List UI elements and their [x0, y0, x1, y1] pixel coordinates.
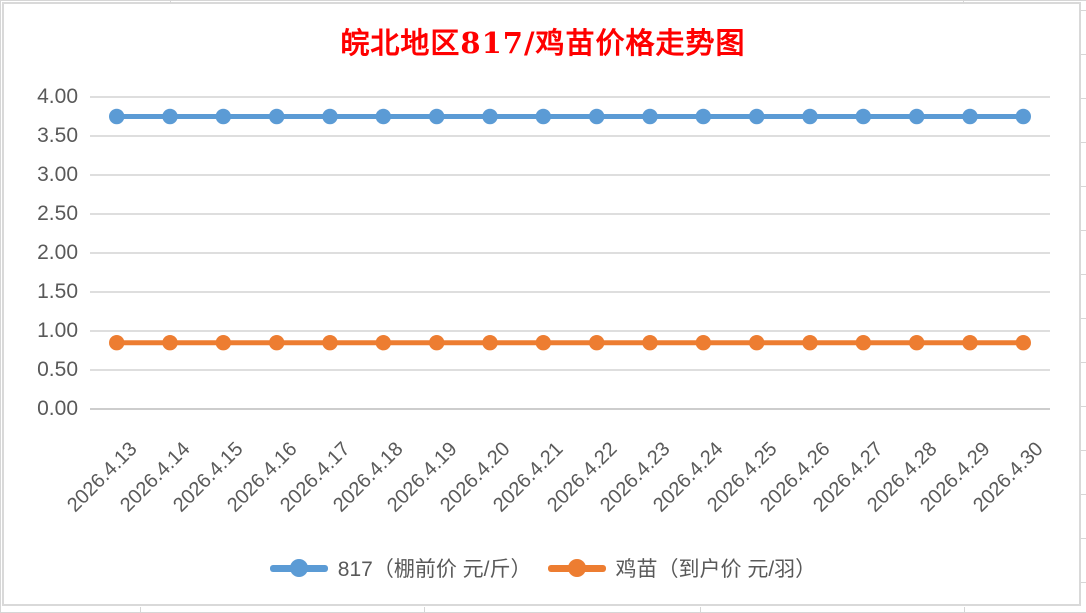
legend-marker-icon: [289, 559, 308, 577]
spreadsheet-gridline: [170, 0, 171, 3]
spreadsheet-gridline: [140, 607, 141, 613]
spreadsheet-gridline: [963, 0, 964, 3]
y-axis-tick-label: 0.50: [37, 358, 78, 381]
data-point-marker: [695, 335, 711, 351]
y-axis-tick-label: 1.50: [37, 280, 78, 303]
data-point-marker: [215, 335, 231, 351]
data-point-marker: [695, 108, 711, 125]
data-point-marker: [535, 108, 551, 125]
data-point-marker: [1015, 108, 1031, 125]
data-point-marker: [269, 335, 285, 351]
data-point-marker: [375, 108, 391, 125]
legend-marker-icon: [567, 559, 586, 577]
data-point-marker: [642, 108, 658, 125]
data-point-marker: [962, 108, 978, 125]
data-point-marker: [589, 108, 605, 125]
spreadsheet-gridline: [1081, 494, 1086, 495]
spreadsheet-gridline: [0, 0, 1086, 1]
legend-item-817: 817（棚前价 元/斤）: [269, 553, 532, 583]
data-point-marker: [802, 335, 818, 351]
chart-title: 皖北地区817/鸡苗价格走势图: [340, 26, 746, 60]
data-point-marker: [162, 108, 178, 125]
legend-label-jimiao: 鸡苗（到户价 元/羽）: [615, 558, 817, 581]
data-point-marker: [215, 108, 231, 125]
spreadsheet-gridline: [1081, 274, 1086, 275]
spreadsheet-gridline: [1081, 186, 1086, 187]
data-point-marker: [429, 335, 445, 351]
y-axis-tick-label: 2.00: [37, 241, 78, 264]
data-point-marker: [429, 108, 445, 125]
data-point-marker: [322, 108, 338, 125]
legend-line-sample-jimiao: [547, 559, 606, 577]
data-point-marker: [482, 335, 498, 351]
y-axis-tick-label: 2.50: [37, 202, 78, 225]
data-point-marker: [269, 108, 285, 125]
spreadsheet-gridline: [424, 607, 425, 613]
data-point-marker: [749, 108, 765, 125]
legend-item-jimiao: 鸡苗（到户价 元/羽）: [547, 553, 817, 583]
spreadsheet-gridline: [1081, 10, 1086, 11]
data-point-marker: [749, 335, 765, 351]
spreadsheet-gridline: [1081, 538, 1086, 539]
spreadsheet-gridline: [1081, 142, 1086, 143]
spreadsheet-gridline: [1081, 98, 1086, 99]
y-axis-tick-label: 3.50: [37, 124, 78, 147]
data-point-marker: [322, 335, 338, 351]
y-axis-tick-label: 1.00: [37, 319, 78, 342]
data-point-marker: [589, 335, 605, 351]
y-axis-tick-label: 3.00: [37, 163, 78, 186]
data-point-marker: [109, 108, 125, 125]
spreadsheet-gridline: [700, 607, 701, 613]
data-point-marker: [535, 335, 551, 351]
spreadsheet-gridline: [964, 607, 965, 613]
data-point-marker: [109, 335, 125, 351]
legend-label-817: 817（棚前价 元/斤）: [337, 558, 532, 581]
data-point-marker: [802, 108, 818, 125]
y-axis-tick-label: 0.00: [37, 397, 78, 420]
y-axis-tick-label: 4.00: [37, 85, 78, 108]
spreadsheet-gridline: [1081, 362, 1086, 363]
spreadsheet-gridline: [1081, 450, 1086, 451]
spreadsheet-gridline: [0, 0, 1, 613]
data-point-marker: [855, 335, 871, 351]
data-point-marker: [642, 335, 658, 351]
data-point-marker: [855, 108, 871, 125]
spreadsheet-gridline: [1081, 230, 1086, 231]
data-point-marker: [909, 108, 925, 125]
spreadsheet-gridline: [1081, 318, 1086, 319]
spreadsheet-gridline: [1081, 406, 1086, 407]
spreadsheet-gridline: [1081, 54, 1086, 55]
legend: 817（棚前价 元/斤） 鸡苗（到户价 元/羽）: [0, 548, 1086, 588]
spreadsheet-gridline: [1081, 582, 1086, 583]
data-point-marker: [162, 335, 178, 351]
data-point-marker: [375, 335, 391, 351]
data-point-marker: [909, 335, 925, 351]
data-point-marker: [1015, 335, 1031, 351]
data-point-marker: [962, 335, 978, 351]
legend-line-sample-817: [269, 559, 328, 577]
data-point-marker: [482, 108, 498, 125]
chart-object-frame: [2, 2, 1081, 606]
